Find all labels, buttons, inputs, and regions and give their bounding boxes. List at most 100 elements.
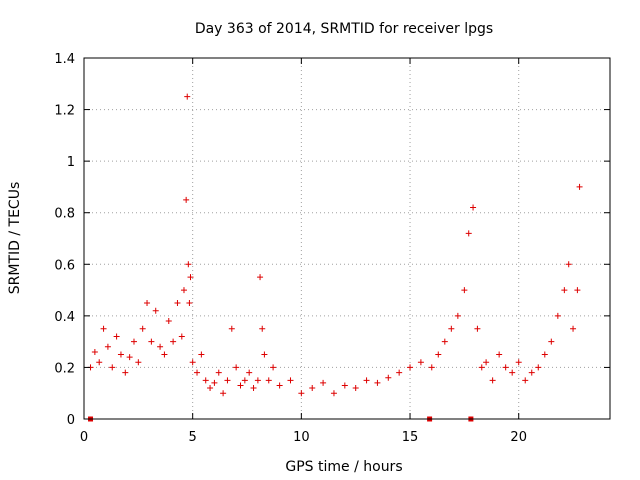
data-point — [276, 382, 283, 389]
data-point — [541, 351, 548, 358]
data-point — [152, 307, 159, 314]
data-point — [220, 390, 227, 397]
data-point — [385, 374, 392, 381]
y-tick-label: 1.2 — [54, 104, 75, 119]
data-point — [535, 364, 542, 371]
data-point — [561, 287, 568, 294]
data-point — [117, 351, 124, 358]
data-point — [122, 369, 129, 376]
data-point — [441, 338, 448, 345]
y-tick-label: 0.6 — [54, 258, 75, 273]
data-point — [320, 379, 327, 386]
data-point — [570, 325, 577, 332]
data-point — [189, 359, 196, 366]
data-point — [396, 369, 403, 376]
data-point — [522, 377, 529, 384]
data-point — [165, 318, 172, 325]
chart-title: Day 363 of 2014, SRMTID for receiver lpg… — [195, 21, 493, 37]
data-point — [250, 385, 257, 392]
data-point — [502, 364, 509, 371]
data-point — [548, 338, 555, 345]
data-point — [496, 351, 503, 358]
data-point — [448, 325, 455, 332]
data-point — [261, 351, 268, 358]
data-point — [435, 351, 442, 358]
data-point — [287, 377, 294, 384]
data-point — [91, 348, 98, 355]
data-point — [461, 287, 468, 294]
data-point — [515, 359, 522, 366]
data-point — [454, 312, 461, 319]
data-point — [478, 364, 485, 371]
data-point — [224, 377, 231, 384]
data-point — [135, 359, 142, 366]
data-point — [184, 93, 191, 100]
x-tick-label: 20 — [510, 430, 527, 445]
y-tick-label: 1 — [67, 155, 75, 170]
data-point — [470, 204, 477, 211]
data-point — [574, 287, 581, 294]
data-point — [157, 343, 164, 350]
data-point — [215, 369, 222, 376]
data-point — [474, 325, 481, 332]
data-point — [130, 338, 137, 345]
data-point — [330, 390, 337, 397]
plot-frame — [83, 57, 611, 420]
data-point — [565, 261, 572, 268]
data-point — [207, 385, 214, 392]
data-points — [87, 93, 583, 422]
data-point — [100, 325, 107, 332]
data-point — [417, 359, 424, 366]
data-point — [228, 325, 235, 332]
data-point — [96, 359, 103, 366]
data-point — [233, 364, 240, 371]
data-point — [113, 333, 120, 340]
data-point — [170, 338, 177, 345]
y-tick-label: 0.4 — [54, 310, 75, 325]
data-point — [104, 343, 111, 350]
data-point — [483, 359, 490, 366]
data-point — [148, 338, 155, 345]
data-point — [186, 299, 193, 306]
data-point — [237, 382, 244, 389]
data-point — [198, 351, 205, 358]
data-point — [246, 369, 253, 376]
x-tick-label: 0 — [80, 430, 88, 445]
data-point — [374, 379, 381, 386]
data-point — [139, 325, 146, 332]
data-point — [428, 364, 435, 371]
data-point — [174, 299, 181, 306]
x-tick-label: 5 — [189, 430, 197, 445]
data-point — [144, 299, 151, 306]
data-point — [254, 377, 261, 384]
data-point — [161, 351, 168, 358]
data-point — [270, 364, 277, 371]
x-tick-label: 15 — [402, 430, 419, 445]
data-point — [298, 390, 305, 397]
data-point — [126, 354, 133, 361]
data-point — [265, 377, 272, 384]
y-axis-label: SRMTID / TECUs — [7, 182, 23, 295]
data-point — [352, 385, 359, 392]
data-point — [309, 385, 316, 392]
data-point — [363, 377, 370, 384]
data-point — [178, 333, 185, 340]
data-point — [554, 312, 561, 319]
data-point — [202, 377, 209, 384]
data-point — [489, 377, 496, 384]
x-axis-label: GPS time / hours — [285, 459, 402, 475]
data-point — [509, 369, 516, 376]
data-point — [465, 230, 472, 237]
y-tick-label: 0 — [67, 413, 75, 428]
data-point — [194, 369, 201, 376]
grid-lines — [84, 58, 610, 419]
data-point — [185, 261, 192, 268]
data-point — [341, 382, 348, 389]
data-point — [259, 325, 266, 332]
data-point — [180, 287, 187, 294]
data-point — [528, 369, 535, 376]
data-point — [576, 183, 583, 190]
y-tick-label: 0.8 — [54, 207, 75, 222]
y-tick-label: 0.2 — [54, 361, 75, 376]
